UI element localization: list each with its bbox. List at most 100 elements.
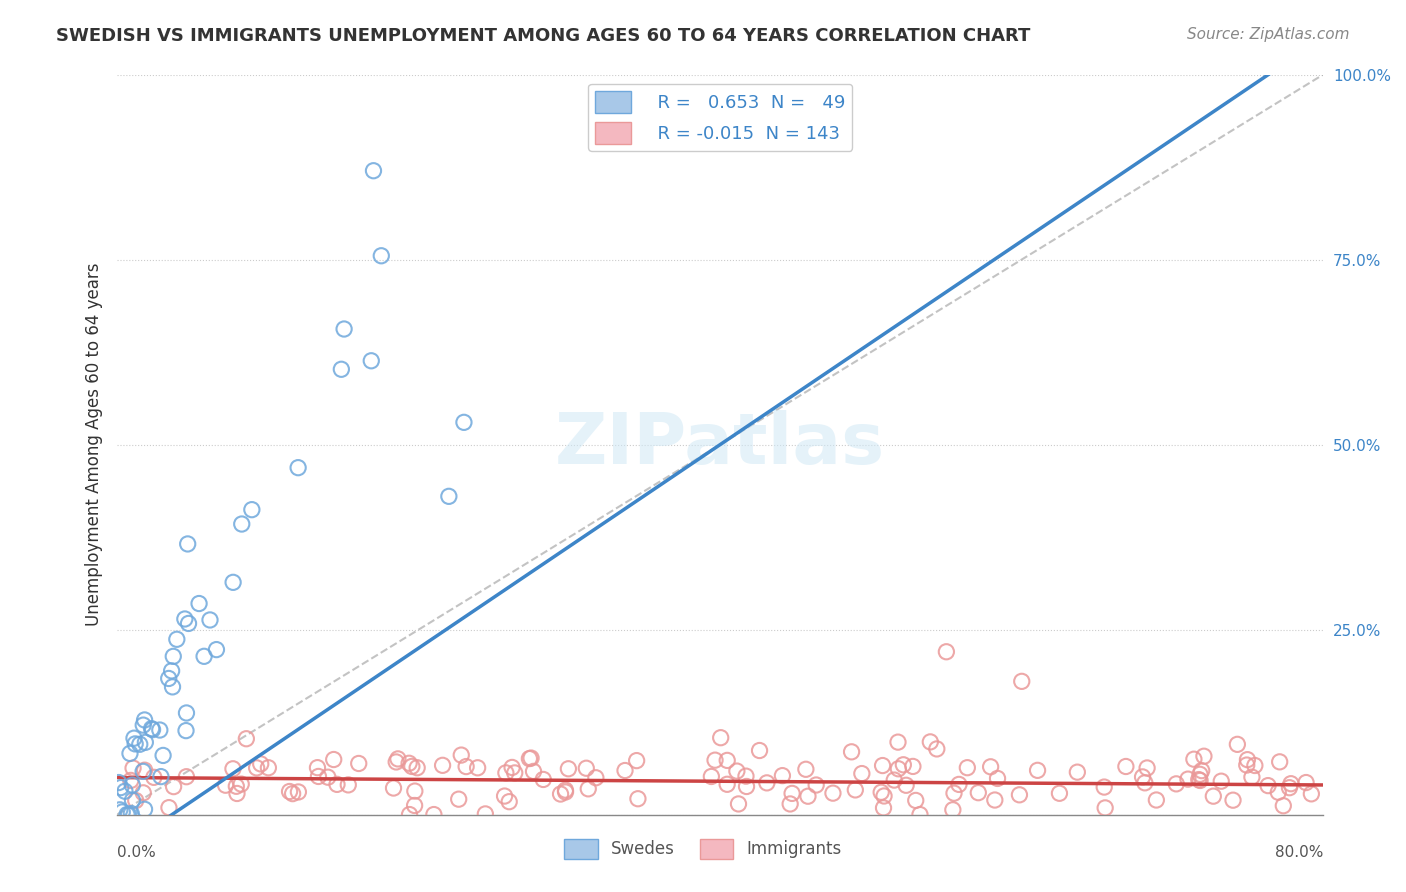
Point	[401, 759, 423, 773]
Point	[1222, 793, 1244, 807]
Point	[287, 460, 309, 475]
Point	[222, 762, 245, 776]
Point	[770, 769, 793, 783]
Point	[1177, 772, 1199, 786]
Point	[980, 760, 1002, 774]
Y-axis label: Unemployment Among Ages 60 to 64 years: Unemployment Among Ages 60 to 64 years	[86, 263, 103, 626]
Point	[1278, 780, 1301, 795]
Point	[188, 597, 211, 611]
Point	[1115, 759, 1137, 773]
Point	[948, 777, 970, 791]
Point	[554, 785, 576, 799]
Point	[162, 780, 184, 794]
Point	[447, 792, 470, 806]
Point	[1272, 798, 1295, 813]
Point	[110, 780, 132, 795]
Point	[1094, 801, 1116, 815]
Point	[1236, 753, 1258, 767]
Point	[287, 785, 309, 799]
Point	[519, 751, 541, 765]
Text: Source: ZipAtlas.com: Source: ZipAtlas.com	[1187, 27, 1350, 42]
Text: ZIPatlas: ZIPatlas	[555, 410, 886, 479]
Point	[585, 771, 607, 785]
Point	[132, 786, 155, 800]
Point	[554, 783, 576, 797]
Point	[141, 722, 163, 736]
Point	[531, 772, 554, 787]
Point	[1136, 761, 1159, 775]
Point	[1132, 770, 1154, 784]
Point	[423, 807, 446, 822]
Point	[887, 735, 910, 749]
Point	[501, 760, 523, 774]
Point	[956, 761, 979, 775]
Point	[735, 780, 758, 794]
Point	[894, 778, 917, 792]
Point	[1301, 787, 1323, 801]
Point	[134, 802, 156, 816]
Point	[120, 806, 142, 821]
Point	[887, 762, 910, 776]
Point	[557, 762, 579, 776]
Point	[205, 642, 228, 657]
Point	[576, 781, 599, 796]
Point	[398, 756, 420, 771]
Point	[404, 784, 426, 798]
Point	[495, 765, 517, 780]
Point	[134, 735, 156, 749]
Point	[176, 537, 198, 551]
Point	[779, 797, 801, 811]
Point	[337, 778, 360, 792]
Point	[883, 773, 905, 788]
Point	[166, 632, 188, 647]
Point	[363, 163, 385, 178]
Point	[134, 763, 156, 777]
Point	[821, 786, 844, 800]
Point	[108, 803, 131, 817]
Point	[231, 516, 253, 531]
Point	[198, 613, 221, 627]
Point	[1226, 737, 1249, 751]
Point	[498, 795, 520, 809]
Point	[132, 764, 155, 779]
Point	[1236, 758, 1258, 772]
Point	[128, 737, 150, 751]
Point	[453, 415, 475, 429]
Text: SWEDISH VS IMMIGRANTS UNEMPLOYMENT AMONG AGES 60 TO 64 YEARS CORRELATION CHART: SWEDISH VS IMMIGRANTS UNEMPLOYMENT AMONG…	[56, 27, 1031, 45]
Point	[177, 616, 200, 631]
Point	[872, 758, 894, 772]
Point	[614, 764, 637, 778]
Point	[307, 769, 329, 783]
Point	[176, 770, 198, 784]
Point	[121, 793, 143, 807]
Point	[1202, 789, 1225, 804]
Point	[725, 764, 748, 778]
Point	[901, 759, 924, 773]
Point	[1267, 785, 1289, 799]
Point	[755, 776, 778, 790]
Point	[226, 787, 249, 801]
Point	[107, 775, 129, 789]
Point	[920, 735, 942, 749]
Point	[118, 747, 141, 761]
Point	[117, 807, 139, 822]
Point	[249, 756, 271, 771]
Point	[925, 742, 948, 756]
Point	[710, 731, 733, 745]
Point	[1026, 764, 1049, 778]
Point	[716, 753, 738, 767]
Point	[575, 761, 598, 775]
Point	[1188, 772, 1211, 787]
Point	[111, 805, 134, 819]
Point	[467, 761, 489, 775]
Point	[122, 761, 145, 775]
Point	[222, 575, 245, 590]
Point	[841, 745, 863, 759]
Point	[797, 789, 820, 804]
Point	[246, 761, 269, 775]
Point	[450, 748, 472, 763]
Text: 80.0%: 80.0%	[1275, 845, 1323, 860]
Point	[307, 761, 329, 775]
Point	[1133, 776, 1156, 790]
Point	[406, 761, 429, 775]
